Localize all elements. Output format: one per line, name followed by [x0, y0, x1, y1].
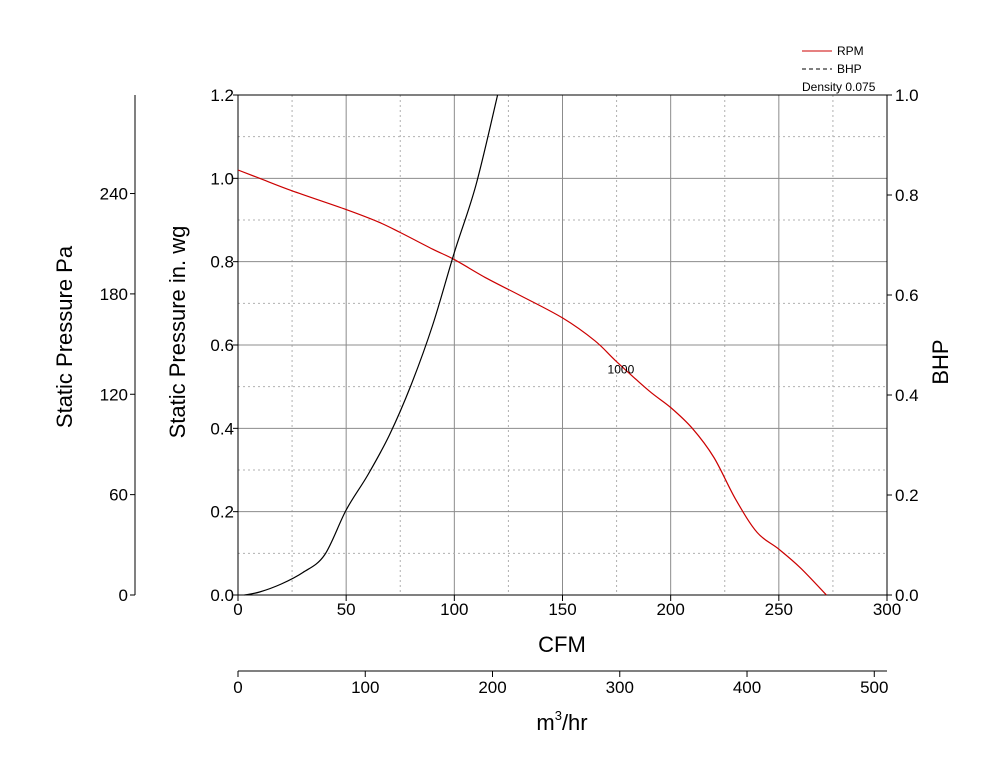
rpm-curve-label: 1000 — [608, 362, 635, 376]
y-tick-label: 0.0 — [210, 586, 234, 605]
x-tick-label: 150 — [548, 600, 576, 619]
x2-tick-label: 100 — [351, 678, 379, 697]
x2-tick-label: 200 — [478, 678, 506, 697]
legend-bhp-label: BHP — [837, 62, 862, 76]
y2-tick-label: 240 — [100, 185, 128, 204]
x-tick-label: 50 — [337, 600, 356, 619]
x-tick-label: 200 — [656, 600, 684, 619]
y2-axis-title: Static Pressure Pa — [52, 245, 77, 428]
grid — [238, 95, 887, 595]
y-tick-label: 0.2 — [210, 503, 234, 522]
x2-tick-label: 400 — [733, 678, 761, 697]
x-tick-label: 250 — [765, 600, 793, 619]
y3-tick-label: 0.8 — [895, 186, 919, 205]
y-tick-label: 1.2 — [210, 86, 234, 105]
y-tick-label: 1.0 — [210, 169, 234, 188]
y3-axis-title: BHP — [928, 339, 953, 384]
y-tick-label: 0.8 — [210, 253, 234, 272]
x-tick-label: 100 — [440, 600, 468, 619]
legend: RPM BHP Density 0.075 — [802, 44, 876, 94]
x2-tick-label: 500 — [860, 678, 888, 697]
rpm-series-line — [237, 169, 827, 596]
y3-tick-label: 0.0 — [895, 586, 919, 605]
y2-tick-label: 180 — [100, 285, 128, 304]
y-tick-label: 0.4 — [210, 419, 234, 438]
y3-tick-label: 0.4 — [895, 386, 919, 405]
legend-rpm-label: RPM — [837, 44, 864, 58]
x2-tick-label: 300 — [606, 678, 634, 697]
series: 1000 — [237, 94, 827, 596]
x-tick-label: 300 — [873, 600, 901, 619]
x2-axis-title: m3/hr — [536, 708, 587, 735]
legend-density-note: Density 0.075 — [802, 80, 876, 94]
y3-tick-label: 1.0 — [895, 86, 919, 105]
y3-tick-label: 0.6 — [895, 286, 919, 305]
bhp-series-line — [244, 94, 499, 596]
axes: 0 50 100 150 200 250 300 0 100 200 300 400 500 0.0 0.2… — [100, 86, 919, 697]
y2-tick-label: 0 — [119, 586, 128, 605]
y-axis-title: Static Pressure in. wg — [165, 226, 190, 439]
x-axis-title: CFM — [538, 632, 586, 657]
x-tick-label: 0 — [233, 600, 242, 619]
y2-tick-label: 60 — [109, 486, 128, 505]
y2-tick-label: 120 — [100, 385, 128, 404]
y3-tick-label: 0.2 — [895, 486, 919, 505]
y-tick-label: 0.6 — [210, 336, 234, 355]
x2-tick-label: 0 — [233, 678, 242, 697]
